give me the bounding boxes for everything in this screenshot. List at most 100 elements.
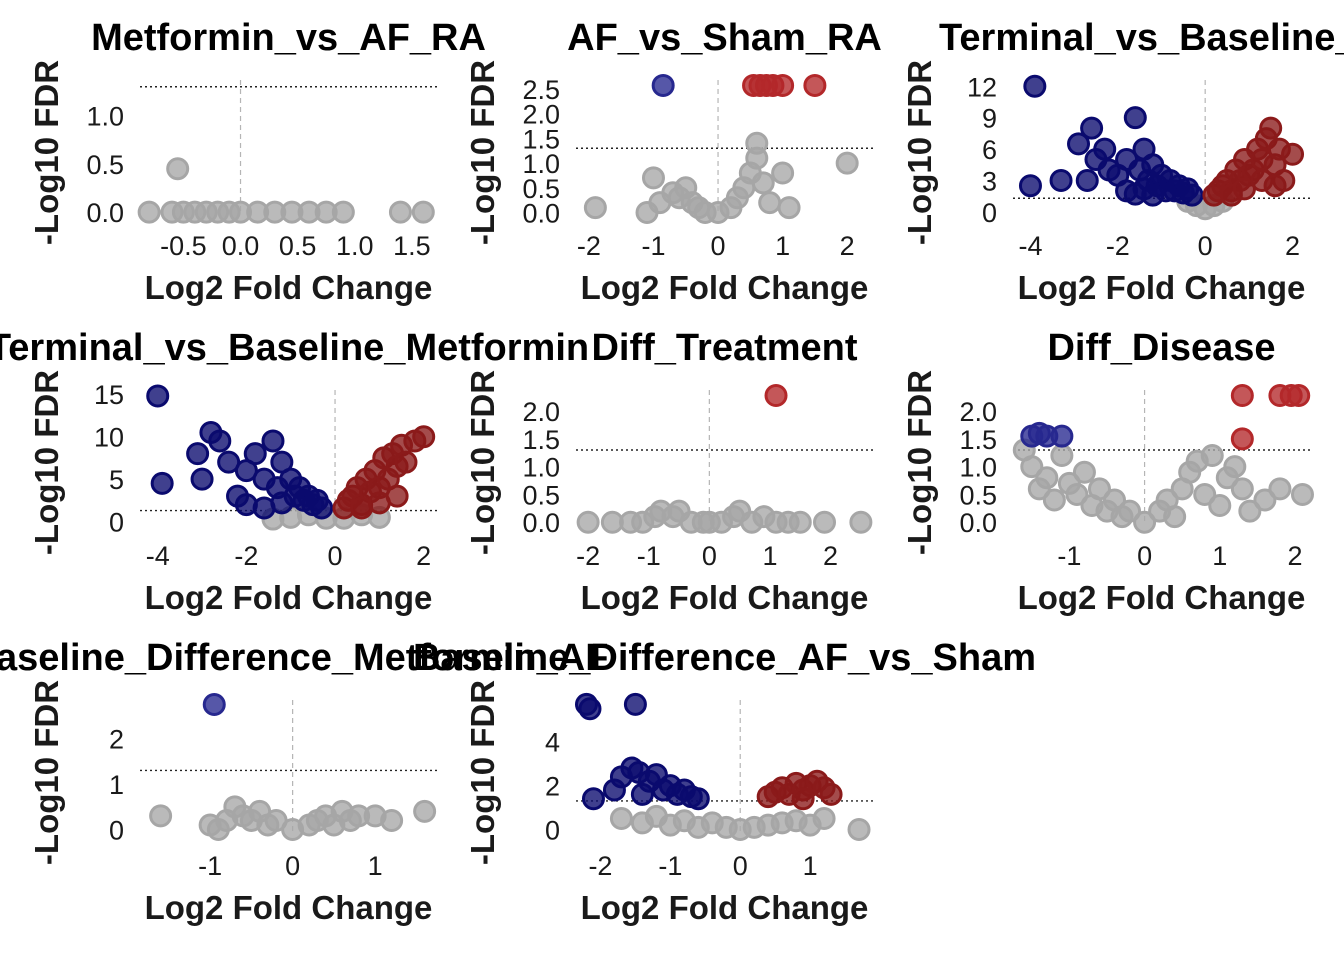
series-3 — [756, 769, 843, 811]
data-point — [412, 425, 436, 449]
series-2 — [146, 384, 334, 520]
x-axis-label: Log2 Fold Change — [145, 579, 433, 616]
series-2 — [1018, 74, 1204, 207]
x-tick-label: -2 — [1106, 231, 1130, 261]
y-tick-label: 0.0 — [959, 508, 997, 538]
y-tick-label: 1.5 — [959, 425, 997, 455]
data-point — [146, 384, 170, 408]
x-axis-label: Log2 Fold Change — [1018, 579, 1306, 616]
data-point — [1123, 106, 1147, 130]
data-point — [1080, 116, 1104, 140]
data-point — [149, 804, 173, 828]
panel-title: Terminal_vs_Baseline_C — [939, 17, 1344, 59]
y-axis-label: -Log10 FDR — [901, 60, 938, 245]
y-axis-label: -Log10 FDR — [464, 680, 501, 865]
x-tick-label: 1 — [775, 231, 790, 261]
data-point — [1230, 477, 1254, 501]
y-tick-label: 1.5 — [522, 124, 560, 154]
panel-8: -2 -1 0 1 0 2 4 Log2 Fold Change -Log10 FDRBasel… — [413, 637, 1036, 926]
data-point — [819, 782, 843, 806]
y-tick-label: 5 — [109, 465, 124, 495]
x-tick-label: 0 — [733, 851, 748, 881]
data-point — [758, 191, 782, 215]
data-point — [243, 442, 267, 466]
data-point — [583, 196, 607, 220]
series-2 — [764, 384, 788, 408]
x-tick-label: 1 — [803, 851, 818, 881]
x-tick-label: 1.5 — [393, 231, 431, 261]
y-tick-label: 2.5 — [522, 75, 560, 105]
y-tick-label: 0 — [109, 816, 124, 846]
data-point — [764, 384, 788, 408]
x-tick-label: 0 — [1198, 231, 1213, 261]
data-point — [623, 692, 647, 716]
x-axis-label: Log2 Fold Change — [581, 269, 869, 306]
x-tick-label: 0 — [702, 541, 717, 571]
data-point — [137, 200, 161, 224]
x-tick-label: 0 — [711, 231, 726, 261]
series-3 — [742, 73, 827, 97]
data-point — [1118, 499, 1142, 523]
y-axis-label: -Log10 FDR — [464, 370, 501, 555]
data-point — [641, 166, 665, 190]
x-tick-label: 0.5 — [279, 231, 317, 261]
data-point — [651, 73, 675, 97]
data-point — [578, 697, 602, 721]
x-axis-label: Log2 Fold Change — [581, 579, 869, 616]
data-point — [1050, 424, 1074, 448]
y-tick-label: 2.0 — [522, 100, 560, 130]
x-tick-label: -2 — [577, 231, 601, 261]
data-point — [630, 782, 654, 806]
x-tick-label: -2 — [576, 541, 600, 571]
y-tick-label: 1.0 — [86, 102, 124, 132]
x-tick-label: 2 — [416, 541, 431, 571]
y-axis-label: -Log10 FDR — [464, 60, 501, 245]
series-3 — [332, 425, 436, 520]
data-point — [771, 73, 795, 97]
data-point — [380, 808, 404, 832]
x-axis-label: Log2 Fold Change — [1018, 269, 1306, 306]
y-tick-label: 4 — [545, 728, 560, 758]
y-tick-label: 2.0 — [522, 397, 560, 427]
data-point — [166, 157, 190, 181]
data-point — [1093, 137, 1117, 161]
data-point — [270, 491, 294, 515]
x-tick-label: -1 — [641, 231, 665, 261]
x-tick-label: 0.0 — [222, 231, 260, 261]
x-axis-label: Log2 Fold Change — [581, 889, 869, 926]
data-point — [1259, 116, 1283, 140]
data-point — [847, 818, 871, 842]
data-point — [150, 471, 174, 495]
data-point — [1133, 510, 1157, 534]
data-point — [1065, 482, 1089, 506]
x-tick-label: 0 — [285, 851, 300, 881]
data-point — [1193, 482, 1217, 506]
data-point — [385, 484, 409, 508]
y-tick-label: 1.5 — [522, 425, 560, 455]
data-point — [1035, 466, 1059, 490]
panel-title: AF_vs_Sham_RA — [567, 17, 882, 59]
data-point — [1042, 488, 1066, 512]
x-tick-label: -4 — [1018, 231, 1042, 261]
data-point — [788, 510, 812, 534]
y-tick-label: 2 — [109, 725, 124, 755]
data-point — [791, 787, 815, 811]
panel-title: Diff_Disease — [1047, 327, 1275, 369]
x-tick-label: -4 — [146, 541, 170, 571]
panel-7: -1 0 1 0 1 2 Log2 Fold Change -Log10 FDRBaselin… — [0, 637, 608, 926]
data-point — [1200, 444, 1224, 468]
data-point — [1067, 132, 1091, 156]
series-2 — [574, 692, 710, 811]
series-3 — [1202, 116, 1305, 207]
data-point — [1087, 477, 1111, 501]
x-tick-label: 0 — [1137, 541, 1152, 571]
data-point — [1075, 168, 1099, 192]
data-point — [388, 200, 412, 224]
data-point — [1163, 505, 1187, 529]
data-point — [745, 131, 769, 155]
data-point — [1050, 444, 1074, 468]
data-point — [1230, 384, 1254, 408]
data-point — [609, 807, 633, 831]
data-point — [310, 496, 334, 520]
